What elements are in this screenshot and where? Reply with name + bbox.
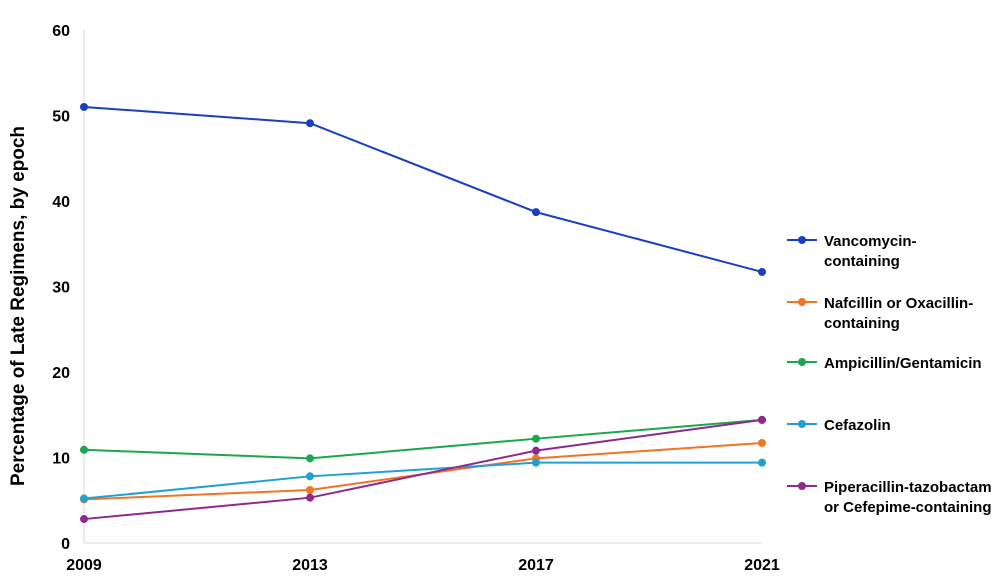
data-point [758,438,766,447]
data-point [80,102,88,111]
series-layer [80,102,766,524]
data-point [306,454,314,463]
series-line [83,418,763,521]
x-tick-label: 2013 [292,557,328,574]
y-tick-label: 50 [52,109,70,126]
legend-swatch-marker [798,358,806,366]
series-line [83,418,763,460]
data-point [532,434,540,443]
data-point [532,458,540,467]
x-tick-label: 2021 [744,557,780,574]
legend-label: Vancomycin- [824,233,917,250]
legend-swatch-marker [798,420,806,428]
data-point [758,415,766,424]
legend-swatch-marker [798,298,806,306]
data-point [80,494,88,503]
y-axis-title: Percentage of Late Regimens, by epoch [8,126,29,486]
data-point [532,446,540,455]
data-point [758,267,766,276]
legend-label: containing [824,315,900,332]
legend-item: Cefazolin [787,417,891,434]
data-point [758,458,766,467]
y-tick-labels: 0 10 20 30 40 50 60 [52,23,70,553]
legend-label: containing [824,253,900,270]
x-tick-labels: 2009 2013 2017 2021 [66,557,780,574]
series-line [83,105,763,273]
legend-label: Nafcillin or Oxacillin- [824,295,973,312]
series-line [83,441,763,501]
legend-label: Ampicillin/Gentamicin [824,355,982,372]
y-tick-label: 40 [52,194,70,211]
series-line [83,461,762,500]
legend-label: Piperacillin-tazobactam [824,479,992,496]
legend-item: Nafcillin or Oxacillin-containing [787,295,973,332]
legend-item: Piperacillin-tazobactam or Cefepime-conta… [787,479,992,516]
data-point [306,485,314,494]
data-point [80,515,88,524]
series-2 [80,415,766,463]
legend-swatch-marker [798,482,806,490]
legend-label: or Cefepime-containing [824,499,992,516]
data-point [532,208,540,217]
data-point [306,493,314,502]
series-3 [80,458,766,503]
legend-label: Cefazolin [824,417,891,434]
y-tick-label: 0 [61,536,70,553]
legend-item: Ampicillin/Gentamicin [787,355,982,372]
data-point [306,472,314,481]
y-tick-label: 60 [52,23,70,40]
data-point [306,119,314,128]
y-tick-label: 20 [52,365,70,382]
x-tick-label: 2009 [66,557,102,574]
data-point [80,445,88,454]
series-0 [80,102,766,276]
x-tick-label: 2017 [518,557,554,574]
y-tick-label: 10 [52,451,70,468]
series-4 [80,415,766,524]
legend-swatch-marker [798,236,806,244]
chart-axes [83,30,762,544]
y-tick-label: 30 [52,280,70,297]
legend-item: Vancomycin-containing [787,233,917,270]
